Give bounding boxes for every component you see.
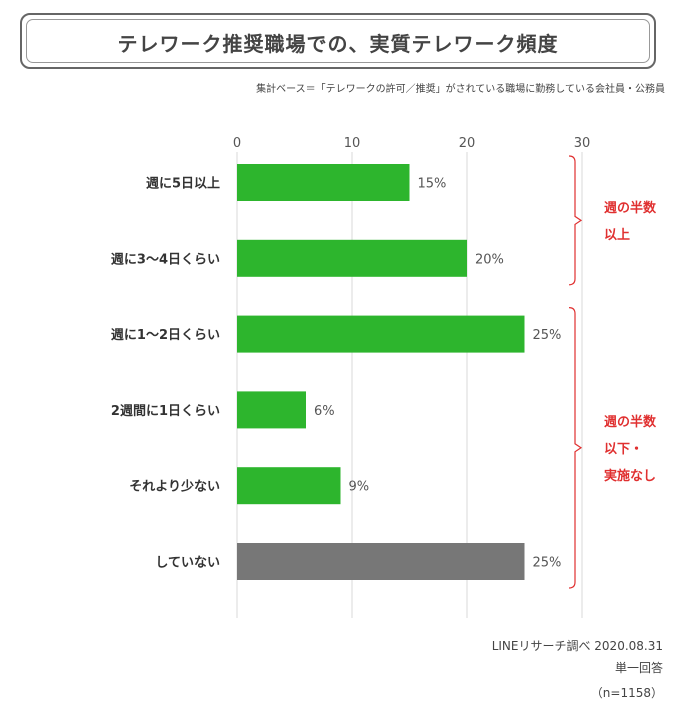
value-label: 6%	[314, 404, 335, 419]
x-tick-label: 10	[344, 136, 361, 151]
footer-source: LINEリサーチ調べ 2020.08.31	[491, 639, 663, 653]
value-label: 25%	[533, 328, 562, 343]
category-label: 週に1〜2日くらい	[111, 328, 220, 343]
x-tick-label: 20	[459, 136, 476, 151]
bracket-label: 実施なし	[604, 468, 656, 484]
bracket	[568, 155, 583, 286]
bracket	[568, 307, 583, 589]
bar	[237, 543, 525, 580]
footer-answer-type: 単一回答	[614, 661, 663, 675]
bar	[237, 391, 306, 429]
bracket-label: 以下・	[604, 442, 643, 457]
bar	[237, 239, 467, 277]
bar	[237, 164, 410, 201]
bracket-label: 週の半数	[604, 414, 657, 430]
chart-title: テレワーク推奨職場での、実質テレワーク頻度	[117, 32, 559, 56]
category-label: 週に3〜4日くらい	[111, 252, 220, 267]
bar	[237, 315, 525, 353]
x-tick-label: 0	[233, 136, 241, 151]
footer-sample: （n=1158）	[590, 686, 663, 700]
title-box-inner-border	[26, 19, 650, 63]
value-label: 9%	[349, 480, 370, 495]
category-label: それより少ない	[129, 479, 220, 495]
title-box: テレワーク推奨職場での、実質テレワーク頻度	[20, 13, 656, 69]
value-label: 20%	[475, 252, 504, 267]
x-tick-label: 30	[574, 136, 591, 151]
bracket-label: 週の半数	[604, 200, 657, 216]
bracket-label: 以上	[604, 228, 630, 243]
bar	[237, 467, 341, 505]
value-label: 25%	[533, 556, 562, 571]
base-note: 集計ベース＝「テレワークの許可／推奨」がされている職場に勤務している会社員・公務…	[256, 84, 665, 95]
value-label: 15%	[418, 177, 447, 192]
category-label: していない	[155, 556, 220, 571]
category-label: 2週間に1日くらい	[111, 404, 220, 419]
category-label: 週に5日以上	[146, 177, 220, 192]
